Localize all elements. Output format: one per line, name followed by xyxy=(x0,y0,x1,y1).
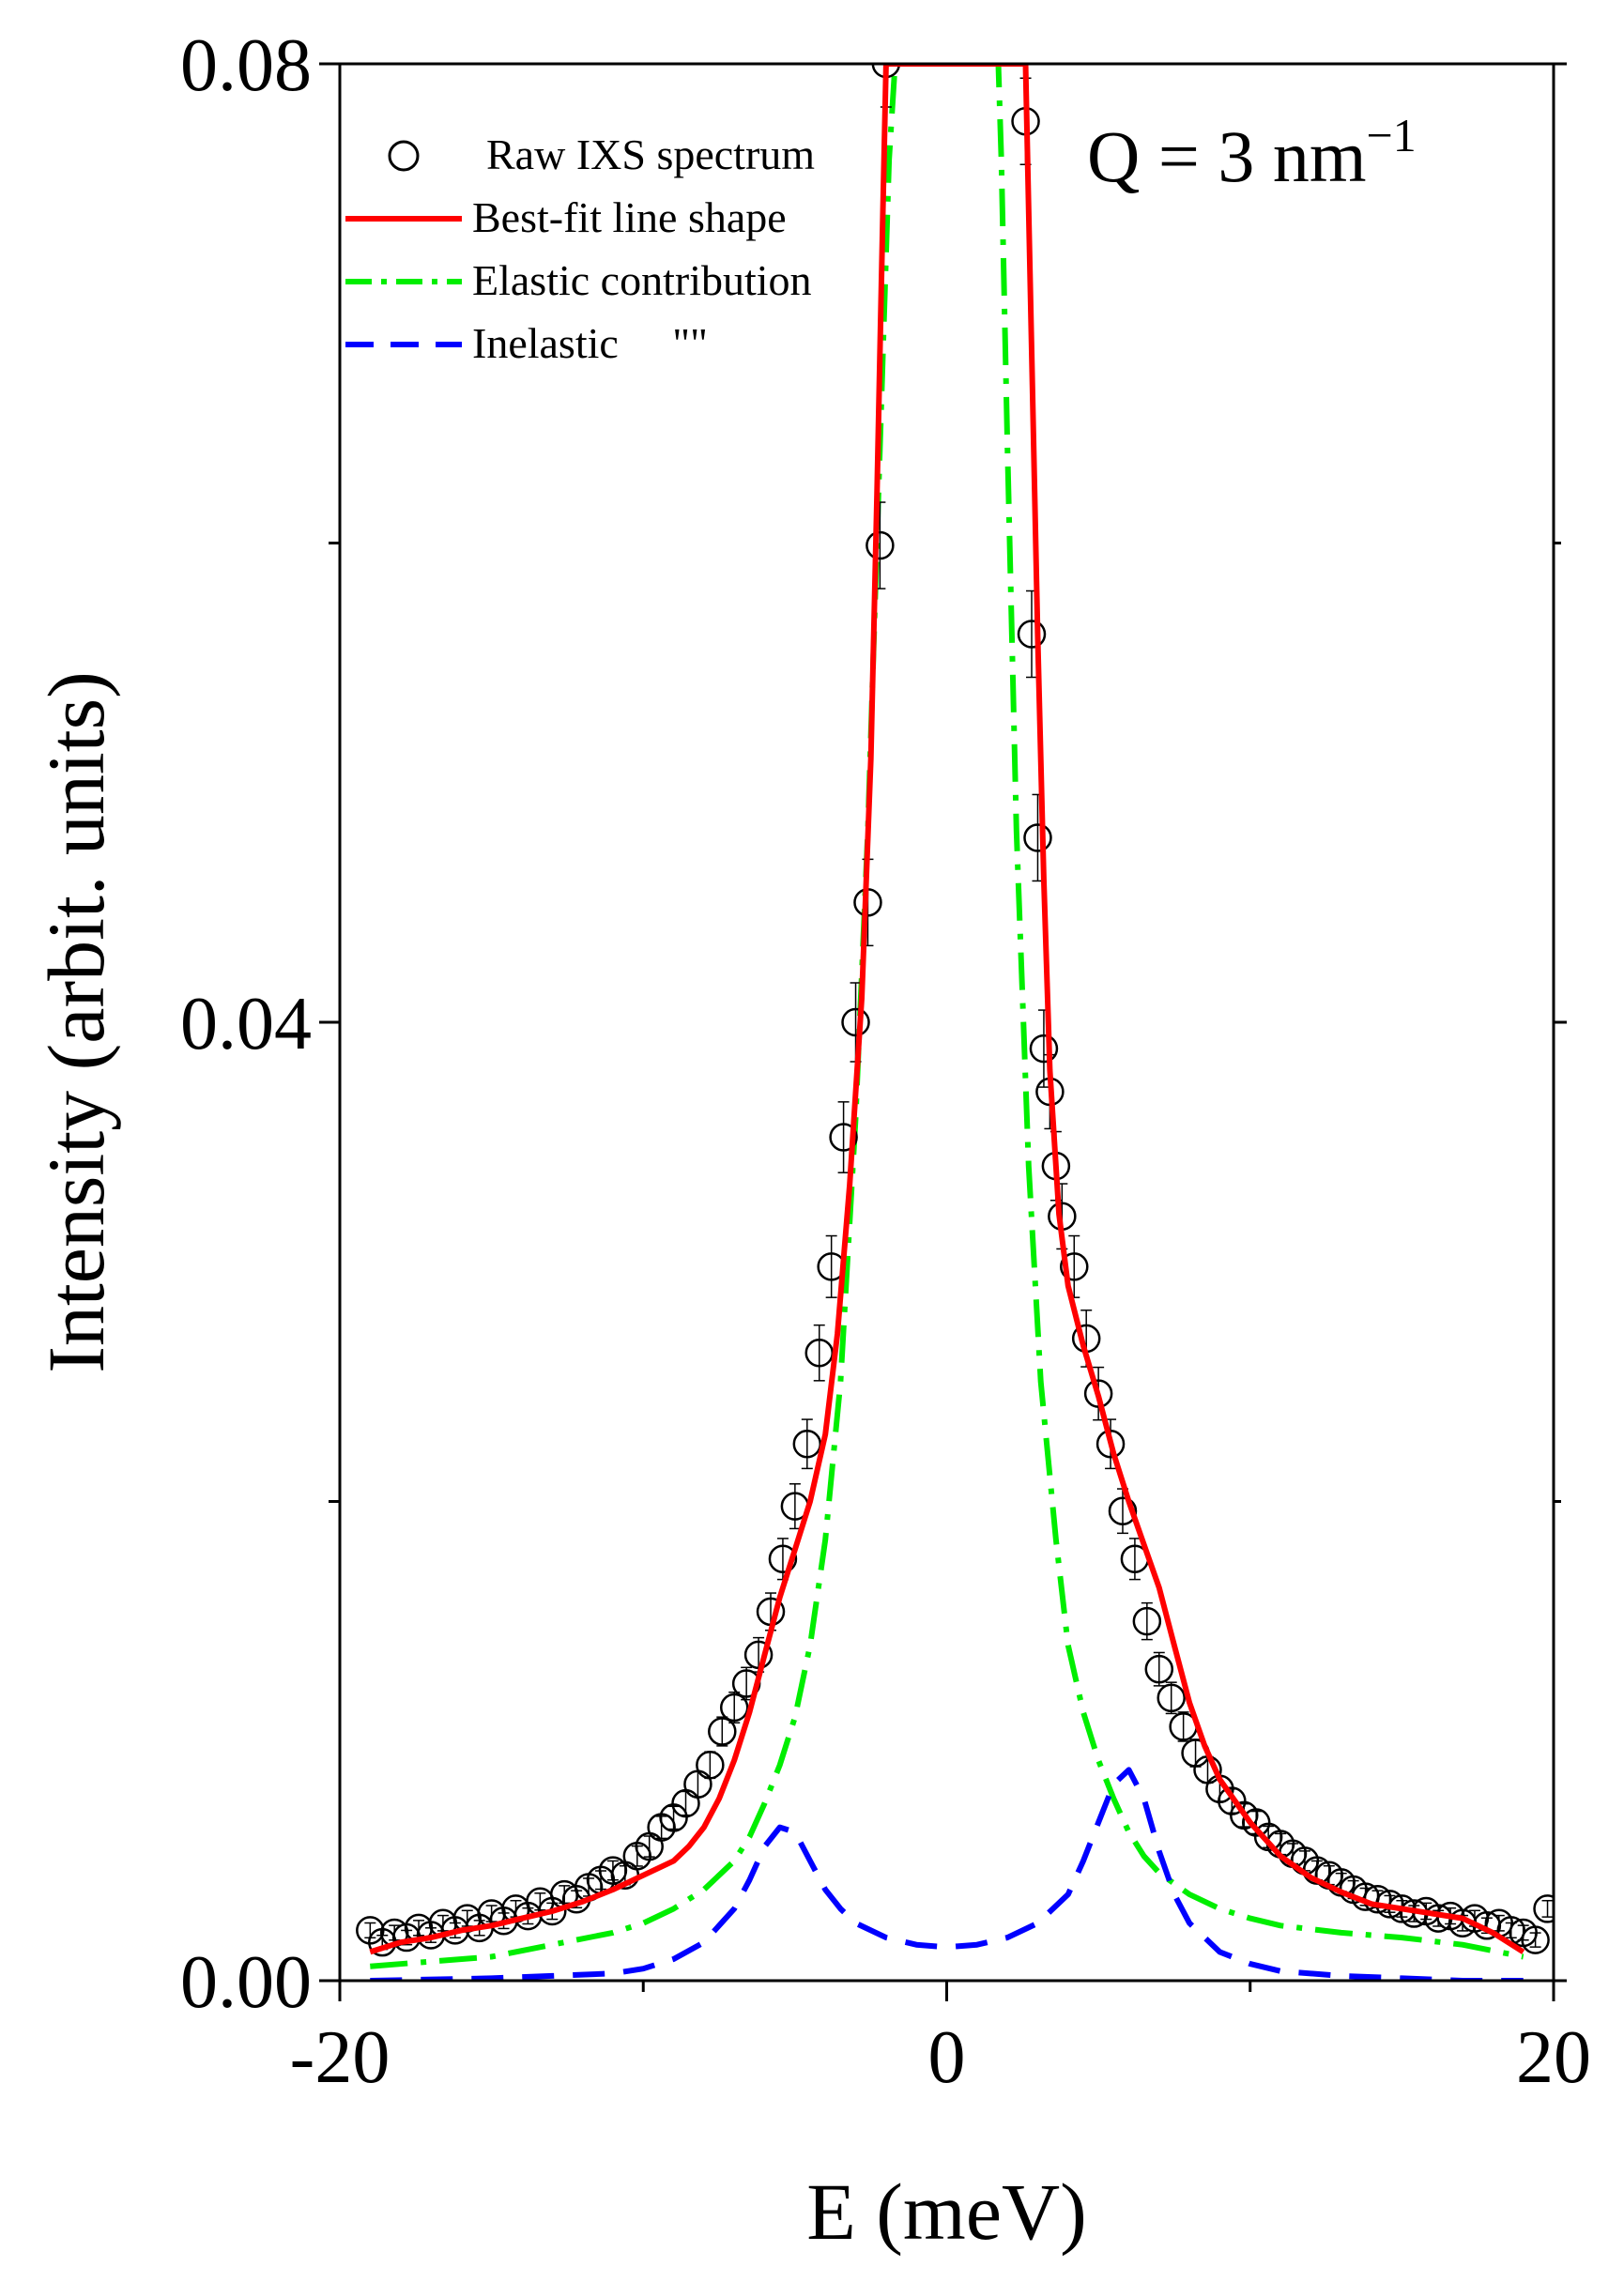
data-point xyxy=(829,1123,858,1152)
q-annotation-superscript: −1 xyxy=(1367,109,1417,161)
data-point xyxy=(1060,1252,1089,1281)
legend-swatch xyxy=(388,140,420,172)
data-point xyxy=(1132,1606,1162,1636)
data-point xyxy=(841,1007,870,1037)
data-point xyxy=(708,1717,737,1746)
data-point xyxy=(1521,1925,1550,1954)
data-point xyxy=(1533,1894,1554,1923)
data-point xyxy=(1144,1654,1174,1684)
best-fit-line-shape-line xyxy=(369,64,1525,1955)
legend-item: Raw IXS spectrum xyxy=(388,130,815,178)
data-point xyxy=(1157,1683,1186,1713)
legend-label: Elastic contribution xyxy=(472,256,812,304)
elastic-contribution-line xyxy=(370,64,1524,1969)
legend-item: Inelastic "" xyxy=(345,319,708,367)
legend-label: Raw IXS spectrum xyxy=(486,130,815,178)
data-point xyxy=(1108,1496,1138,1525)
legend-label: Best-fit line shape xyxy=(472,193,787,241)
legend-item: Elastic contribution xyxy=(345,256,812,304)
data-point xyxy=(1029,1034,1059,1064)
legend-item: Best-fit line shape xyxy=(345,193,787,241)
legend: Raw IXS spectrum Best-fit line shape Elast… xyxy=(345,130,815,367)
data-point xyxy=(1023,823,1052,852)
y-tick-label: 0.04 xyxy=(180,983,312,1065)
data-point xyxy=(1017,620,1047,649)
x-axis-title: E (meV) xyxy=(806,2167,1086,2257)
x-tick-label: 0 xyxy=(928,2016,966,2099)
x-tick-label: -20 xyxy=(290,2016,391,2099)
data-point xyxy=(696,1751,725,1780)
data-point xyxy=(768,1544,798,1574)
plot-data xyxy=(356,64,1554,1981)
data-point xyxy=(598,1856,628,1885)
y-axis-title: Intensity (arbit. units) xyxy=(31,671,121,1373)
y-tick-label: 0.08 xyxy=(180,24,312,107)
tick-labels: -20 0 20 0.00 0.04 0.08 xyxy=(180,24,1591,2099)
raw-ixs-points xyxy=(356,64,1554,1957)
y-tick-label: 0.00 xyxy=(180,1941,312,2024)
inelastic-line xyxy=(370,1767,1524,1981)
legend-label: Inelastic "" xyxy=(472,319,708,367)
data-point xyxy=(719,1692,749,1723)
axis-ticks xyxy=(319,62,1567,2001)
x-tick-label: 20 xyxy=(1516,2016,1591,2099)
q-annotation-main: Q = 3 nm xyxy=(1087,115,1367,197)
q-annotation: Q = 3 nm−1 xyxy=(1087,109,1417,197)
data-point xyxy=(866,530,895,560)
data-point xyxy=(1095,1429,1126,1459)
